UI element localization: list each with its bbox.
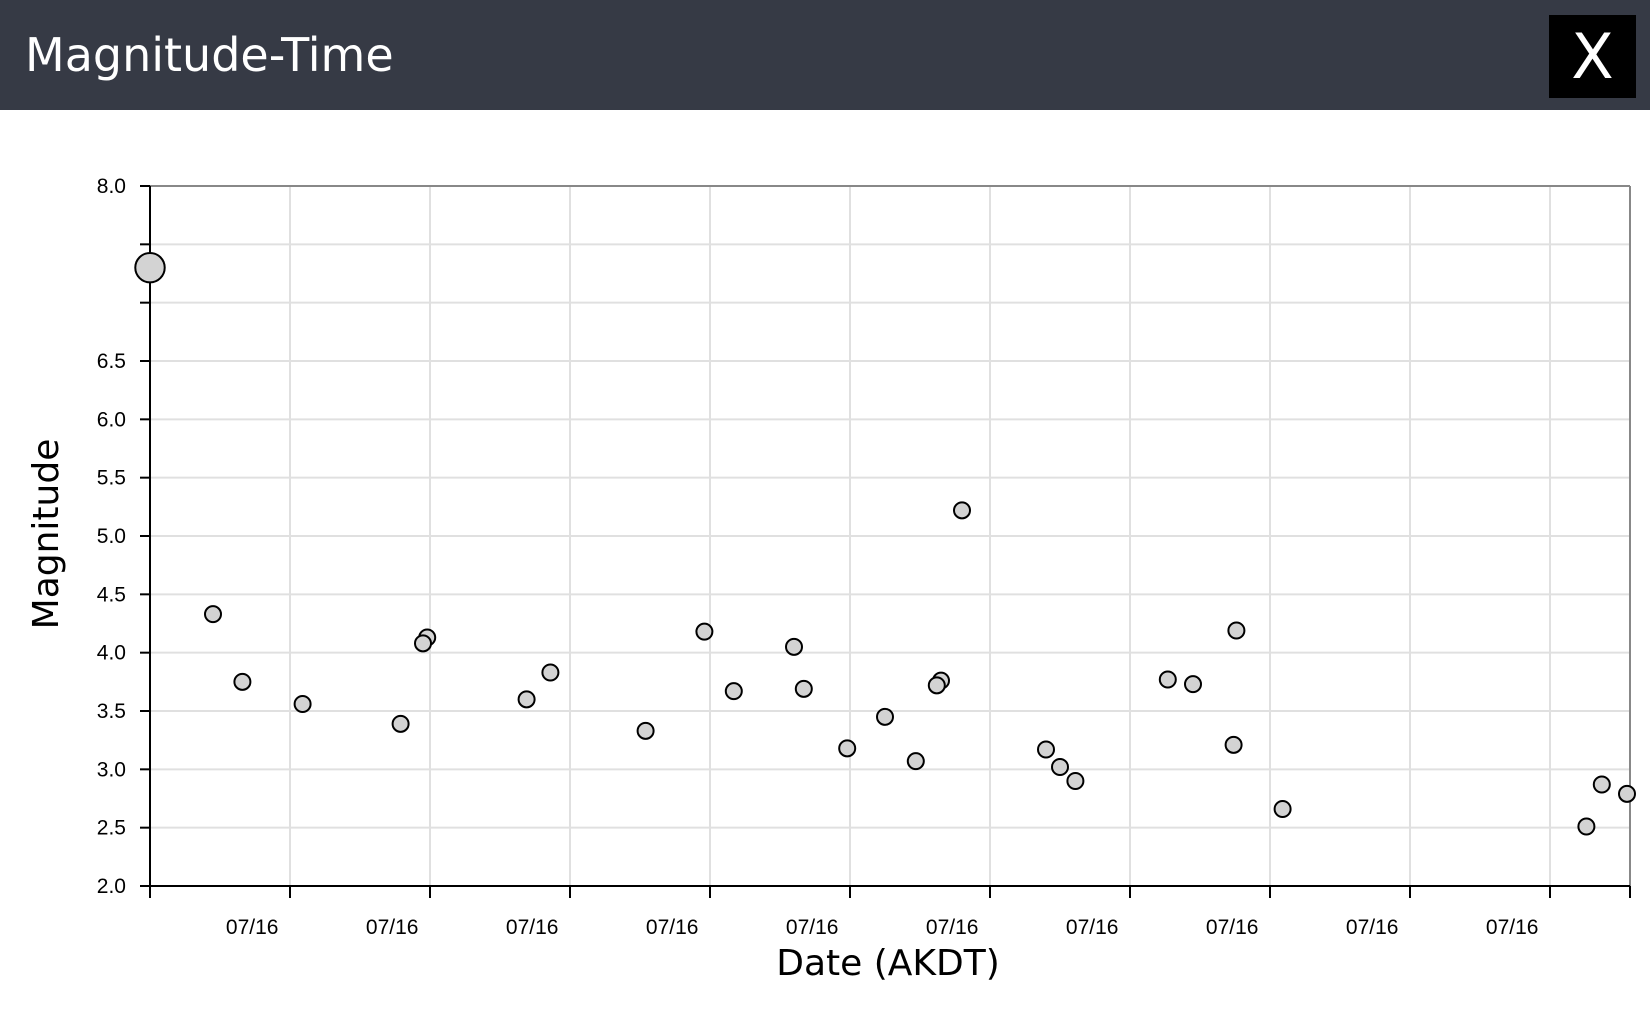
x-axis: 07/16 07/16 07/16 07/16 07/16 07/16 07/16 07/16…: [149, 886, 1631, 939]
data-point: [927, 676, 946, 695]
x-tick-label: 07/16: [1346, 916, 1399, 939]
magnitude-time-chart: 2.02.53.03.54.04.55.05.56.06.58.0 07/16 0…: [26, 175, 1636, 984]
data-point: [391, 714, 410, 733]
data-point: [541, 663, 560, 682]
data-point: [876, 707, 894, 726]
data-points: [134, 251, 1636, 836]
data-point: [204, 605, 222, 624]
data-point: [724, 682, 743, 701]
data-point: [636, 721, 655, 740]
plot-frame: [149, 185, 1631, 887]
x-tick-label: 07/16: [366, 916, 419, 939]
data-point: [785, 637, 803, 656]
data-point: [1066, 772, 1085, 790]
data-point: [134, 251, 166, 284]
data-point: [1227, 621, 1246, 640]
data-point: [233, 672, 252, 691]
y-tick-label: 4.5: [97, 583, 126, 606]
data-point: [695, 622, 714, 641]
close-button[interactable]: X: [1549, 15, 1636, 98]
y-tick-label: 5.5: [97, 467, 126, 490]
x-tick-label: 07/16: [646, 916, 699, 939]
data-point: [906, 752, 925, 771]
data-point: [1184, 675, 1202, 694]
data-point: [414, 634, 432, 653]
y-tick-label: 2.0: [97, 875, 126, 898]
data-point: [1592, 775, 1611, 794]
data-point: [794, 679, 813, 698]
data-point: [953, 501, 971, 520]
y-axis-title: Magnitude: [26, 439, 67, 630]
data-point: [1273, 800, 1292, 818]
data-point: [293, 695, 312, 713]
x-tick-label: 07/16: [1066, 916, 1119, 939]
x-tick-label: 07/16: [506, 916, 559, 939]
y-tick-label: 4.0: [97, 642, 126, 665]
window-title: Magnitude-Time: [25, 28, 394, 82]
y-tick-label: 8.0: [97, 175, 126, 198]
x-tick-label: 07/16: [1206, 916, 1259, 939]
data-point: [1618, 784, 1636, 803]
data-point: [517, 690, 536, 709]
x-tick-label: 07/16: [926, 916, 979, 939]
y-tick-label: 6.0: [97, 408, 126, 431]
x-axis-title: Date (AKDT): [776, 943, 1000, 984]
data-point: [838, 739, 857, 758]
grid: [150, 185, 1630, 887]
y-axis: 2.0 2.5 3.0 3.5 4.0 4.5 5.0 5.5 6.0 6.5 8.0: [97, 175, 150, 898]
data-point: [1577, 817, 1596, 836]
y-tick-label: 3.5: [97, 700, 126, 723]
y-tick-label: 6.5: [97, 350, 126, 373]
data-point: [1051, 758, 1069, 776]
x-tick-label: 07/16: [786, 916, 839, 939]
x-tick-label: 07/16: [1486, 916, 1539, 939]
title-bar: Magnitude-Time X: [0, 0, 1650, 110]
data-point: [1224, 735, 1243, 754]
y-tick-label: 5.0: [97, 525, 126, 548]
y-tick-label: 3.0: [97, 758, 126, 781]
data-point: [1037, 740, 1055, 759]
x-tick-label: 07/16: [226, 916, 279, 939]
y-tick-label: 2.5: [97, 817, 126, 840]
data-point: [1158, 670, 1177, 689]
